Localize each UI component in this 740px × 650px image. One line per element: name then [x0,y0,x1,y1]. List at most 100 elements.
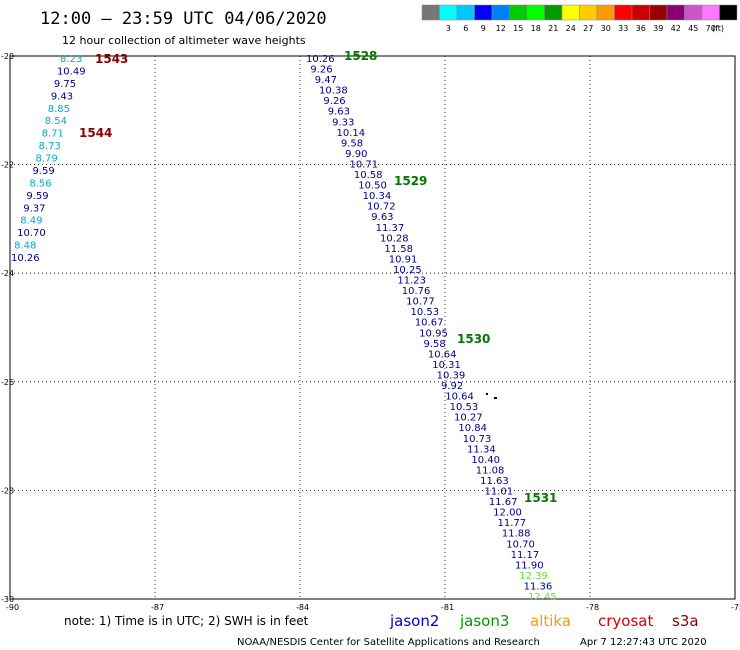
swh-value: 10.53 [450,402,479,413]
colorbar-swatch [491,4,510,21]
wave-height-observations: 8.2310.499.759.438.858.548.718.738.799.5… [11,54,557,603]
swh-value: 11.08 [476,465,505,476]
swh-value: 9.33 [332,117,354,128]
orbit-number-label: 1543 [95,52,128,66]
latitude-tick: -24 [1,269,14,278]
swh-value: 9.92 [441,381,463,392]
swh-value: 10.77 [406,297,435,308]
swh-value: 9.26 [310,65,332,76]
longitude-tick: -87 [151,603,164,612]
colorbar-unit: (ft) [712,24,724,33]
colorbar-label: 45 [688,24,698,33]
swh-value: 10.34 [363,191,392,202]
colorbar-label: 3 [446,24,451,33]
colorbar-swatch [579,4,598,21]
colorbar-label: 6 [463,24,468,33]
swh-value: 9.26 [323,96,345,107]
colorbar-swatch [544,4,563,21]
longitude-tick: -81 [441,603,454,612]
satellite-name-cryosat: cryosat [598,612,653,630]
swh-value: 10.71 [350,159,379,170]
swh-value: 9.37 [23,203,45,214]
orbit-number-label: 1544 [79,126,112,140]
colorbar-label: 42 [671,24,681,33]
colorbar-swatch [631,4,650,21]
latitude-tick: -20 [1,52,14,61]
colorbar-label: 24 [566,24,576,33]
orbit-labels: 1543 1544 1528 1529 1530 1531 [79,49,557,505]
orbit-number-label: 1531 [524,491,557,505]
swh-value: 10.84 [458,423,487,434]
longitude-tick: -84 [296,603,309,612]
latitude-tick: -22 [1,161,14,170]
swh-value: 8.54 [45,116,67,127]
swh-value: 9.63 [371,212,393,223]
colorbar-swatch [596,4,615,21]
swh-value: 10.26 [306,54,335,65]
swh-value: 9.43 [51,91,73,102]
latitude-tick: -26 [1,378,14,387]
swh-value: 10.27 [454,413,483,424]
swh-value: 11.36 [524,581,553,592]
swh-value: 10.38 [319,86,348,97]
colorbar-swatch [701,4,720,21]
colorbar-swatch [719,4,738,21]
swh-value: 8.23 [60,54,82,65]
colorbar-swatch [474,4,493,21]
swh-value: 10.31 [432,360,461,371]
swh-value: 11.88 [502,529,531,540]
swh-value: 10.49 [57,66,86,77]
colorbar-swatch [666,4,685,21]
colorbar-swatch [456,4,475,21]
colorbar-swatch [526,4,545,21]
swh-value: 10.25 [393,265,422,276]
swh-value: 11.63 [480,476,509,487]
swh-value: 10.58 [354,170,383,181]
swh-value: 8.79 [36,154,58,165]
swh-value: 10.72 [367,202,396,213]
satellite-name-jason3: jason3 [459,612,509,630]
satellite-name-altika: altika [530,612,571,630]
colorbar-label: 30 [601,24,611,33]
swh-value: 10.64 [428,349,457,360]
map-title: 12:00 – 23:59 UTC 04/06/2020 [40,9,327,29]
swh-value: 10.53 [410,307,439,318]
swh-value: 10.70 [506,539,535,550]
stray-mark [486,393,488,395]
colorbar-label: 12 [496,24,506,33]
colorbar-label: 21 [548,24,558,33]
swh-value: 11.58 [384,244,413,255]
swh-value: 10.14 [336,128,365,139]
timestamp: Apr 7 12:27:43 UTC 2020 [580,637,707,648]
swh-value: 10.67 [415,318,444,329]
swh-value: 10.76 [402,286,431,297]
longitude-tick-labels: -90 -87 -84 -81 -78 -75 [6,603,740,612]
map-frame [9,55,736,600]
colorbar-label: 70 [706,24,716,33]
swh-value: 11.01 [484,487,513,498]
swh-value: 9.58 [341,138,363,149]
colorbar-label: 36 [636,24,646,33]
latitude-tick: -30 [1,595,14,604]
lat-lon-grid [10,56,735,599]
swh-value: 11.17 [511,550,540,561]
swh-value: 11.23 [397,276,426,287]
colorbar-label: 18 [531,24,541,33]
swh-value: 12.39 [519,571,548,582]
colorbar-label: 9 [481,24,486,33]
swh-value: 9.59 [32,166,54,177]
colorbar-swatch [439,4,458,21]
colorbar-label: 39 [653,24,663,33]
colorbar-swatch [614,4,633,21]
map-subtitle: 12 hour collection of altimeter wave hei… [62,34,306,47]
swh-value: 8.48 [14,241,36,252]
colorbar-swatch [684,4,703,21]
swh-value: 9.63 [328,107,350,118]
swh-value: 8.73 [39,141,61,152]
swh-value: 8.85 [48,104,70,115]
swh-value: 10.39 [437,370,466,381]
colorbar-swatch [561,4,580,21]
swh-value: 11.37 [376,223,405,234]
longitude-tick: -75 [731,603,740,612]
